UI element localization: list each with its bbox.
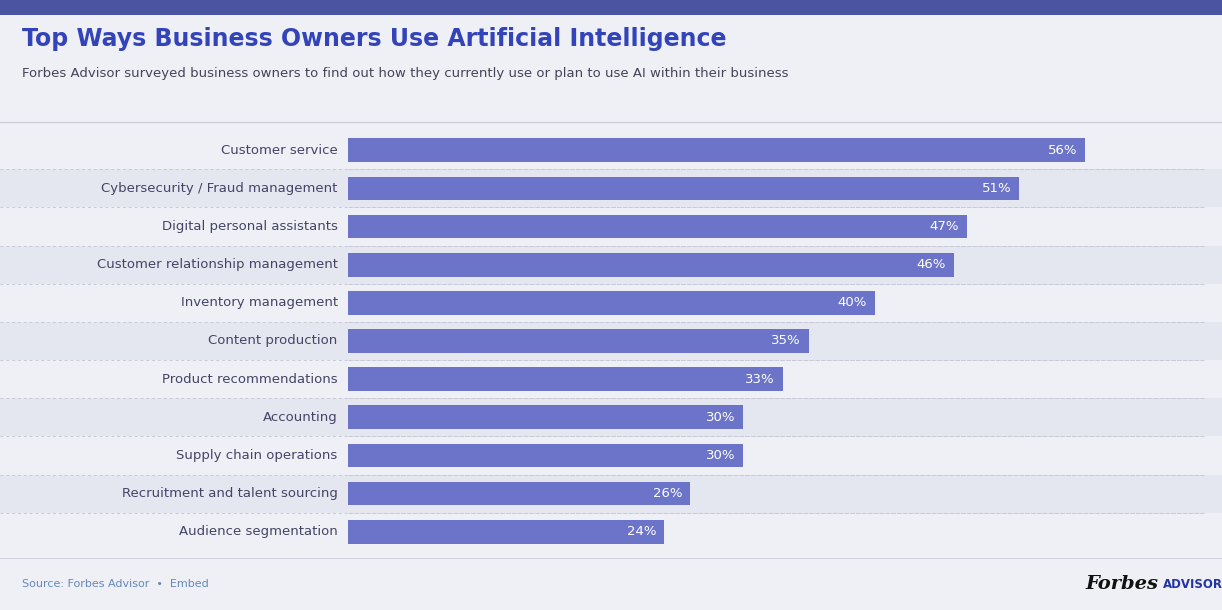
Text: Inventory management: Inventory management: [181, 296, 337, 309]
Text: Audience segmentation: Audience segmentation: [178, 525, 337, 538]
Bar: [0, 360, 1222, 398]
Text: 24%: 24%: [627, 525, 656, 538]
Text: 40%: 40%: [837, 296, 866, 309]
Bar: [348, 329, 809, 353]
Bar: [0, 0, 1222, 15]
Text: Customer service: Customer service: [221, 144, 337, 157]
Bar: [348, 475, 1204, 512]
Text: 26%: 26%: [653, 487, 683, 500]
Bar: [348, 322, 1204, 360]
Text: Digital personal assistants: Digital personal assistants: [161, 220, 337, 233]
Text: Recruitment and talent sourcing: Recruitment and talent sourcing: [122, 487, 337, 500]
Text: Accounting: Accounting: [263, 411, 337, 424]
Bar: [0, 322, 1222, 360]
Bar: [0, 131, 1222, 170]
Bar: [348, 253, 953, 276]
Bar: [348, 215, 967, 239]
Bar: [348, 436, 1204, 475]
Text: Top Ways Business Owners Use Artificial Intelligence: Top Ways Business Owners Use Artificial …: [22, 27, 727, 51]
Text: Forbes Advisor surveyed business owners to find out how they currently use or pl: Forbes Advisor surveyed business owners …: [22, 67, 788, 80]
Text: 56%: 56%: [1047, 144, 1078, 157]
Text: 30%: 30%: [705, 411, 736, 424]
Bar: [0, 398, 1222, 436]
Text: 51%: 51%: [982, 182, 1012, 195]
Text: Forbes: Forbes: [1085, 575, 1158, 593]
Bar: [348, 482, 690, 506]
Text: 30%: 30%: [705, 449, 736, 462]
Text: 35%: 35%: [771, 334, 800, 348]
Bar: [348, 246, 1204, 284]
Bar: [348, 367, 782, 391]
Bar: [0, 207, 1222, 246]
Bar: [348, 520, 664, 544]
Bar: [348, 207, 1204, 246]
Bar: [0, 436, 1222, 475]
Bar: [348, 398, 1204, 436]
Text: Source: Forbes Advisor  •  Embed: Source: Forbes Advisor • Embed: [22, 579, 209, 589]
Text: 47%: 47%: [930, 220, 959, 233]
Bar: [348, 406, 743, 429]
Bar: [348, 138, 1085, 162]
Bar: [0, 170, 1222, 207]
Text: ADVISOR: ADVISOR: [1163, 578, 1222, 590]
Bar: [348, 284, 1204, 322]
Bar: [0, 246, 1222, 284]
Bar: [0, 512, 1222, 551]
Text: Cybersecurity / Fraud management: Cybersecurity / Fraud management: [101, 182, 337, 195]
Bar: [348, 291, 875, 315]
Bar: [348, 443, 743, 467]
Text: Supply chain operations: Supply chain operations: [176, 449, 337, 462]
Text: 33%: 33%: [745, 373, 775, 386]
Text: 46%: 46%: [916, 258, 946, 271]
Bar: [348, 512, 1204, 551]
Text: Product recommendations: Product recommendations: [163, 373, 337, 386]
Bar: [348, 131, 1204, 170]
Bar: [348, 170, 1204, 207]
Text: Content production: Content production: [209, 334, 337, 348]
Bar: [348, 176, 1019, 200]
Text: Customer relationship management: Customer relationship management: [97, 258, 337, 271]
Bar: [0, 475, 1222, 512]
Bar: [348, 360, 1204, 398]
Bar: [0, 284, 1222, 322]
